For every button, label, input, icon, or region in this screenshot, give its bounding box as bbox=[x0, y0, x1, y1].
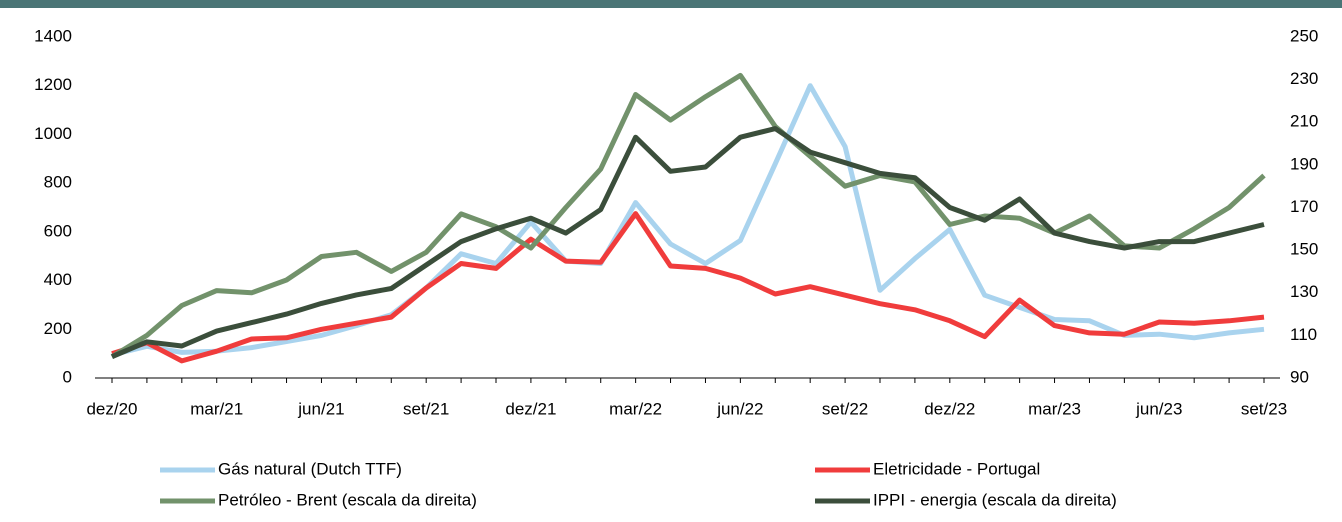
legend-label: IPPI - energia (escala da direita) bbox=[873, 490, 1117, 509]
x-tick-label: jun/21 bbox=[297, 399, 344, 418]
y2-tick-label: 250 bbox=[1290, 26, 1318, 45]
y2-tick-label: 130 bbox=[1290, 282, 1318, 301]
x-tick-label: dez/22 bbox=[924, 399, 975, 418]
y-tick-label: 600 bbox=[44, 221, 72, 240]
x-tick-label: jun/22 bbox=[716, 399, 763, 418]
header-bar bbox=[0, 0, 1342, 8]
series-line bbox=[110, 72, 1266, 359]
x-tick-label: dez/21 bbox=[505, 399, 556, 418]
y2-tick-label: 110 bbox=[1290, 325, 1317, 344]
y-tick-label: 1400 bbox=[34, 26, 72, 45]
x-tick-label: mar/23 bbox=[1028, 399, 1081, 418]
x-tick-label: mar/21 bbox=[190, 399, 243, 418]
y-tick-label: 800 bbox=[44, 173, 72, 192]
series-line bbox=[111, 126, 1265, 359]
y2-tick-label: 190 bbox=[1290, 154, 1318, 173]
x-tick-label: dez/20 bbox=[86, 399, 137, 418]
y2-tick-label: 90 bbox=[1290, 367, 1309, 386]
x-tick-label: mar/22 bbox=[609, 399, 662, 418]
y2-tick-label: 150 bbox=[1290, 240, 1318, 259]
y-tick-label: 200 bbox=[44, 319, 72, 338]
y-tick-label: 1200 bbox=[34, 75, 72, 94]
legend-label: Eletricidade - Portugal bbox=[873, 459, 1040, 478]
series-line bbox=[111, 83, 1265, 358]
x-tick-label: set/22 bbox=[822, 399, 868, 418]
x-tick-label: set/23 bbox=[1241, 399, 1287, 418]
y-tick-label: 1000 bbox=[34, 124, 72, 143]
y2-tick-label: 210 bbox=[1290, 112, 1318, 131]
y2-tick-label: 230 bbox=[1290, 69, 1318, 88]
y-tick-label: 0 bbox=[63, 367, 72, 386]
x-tick-label: set/21 bbox=[403, 399, 449, 418]
x-tick-label: jun/23 bbox=[1135, 399, 1182, 418]
legend-label: Petróleo - Brent (escala da direita) bbox=[218, 490, 477, 509]
y-tick-label: 400 bbox=[44, 270, 72, 289]
y2-tick-label: 170 bbox=[1290, 197, 1318, 216]
legend-label: Gás natural (Dutch TTF) bbox=[218, 459, 402, 478]
series-line bbox=[111, 211, 1265, 364]
